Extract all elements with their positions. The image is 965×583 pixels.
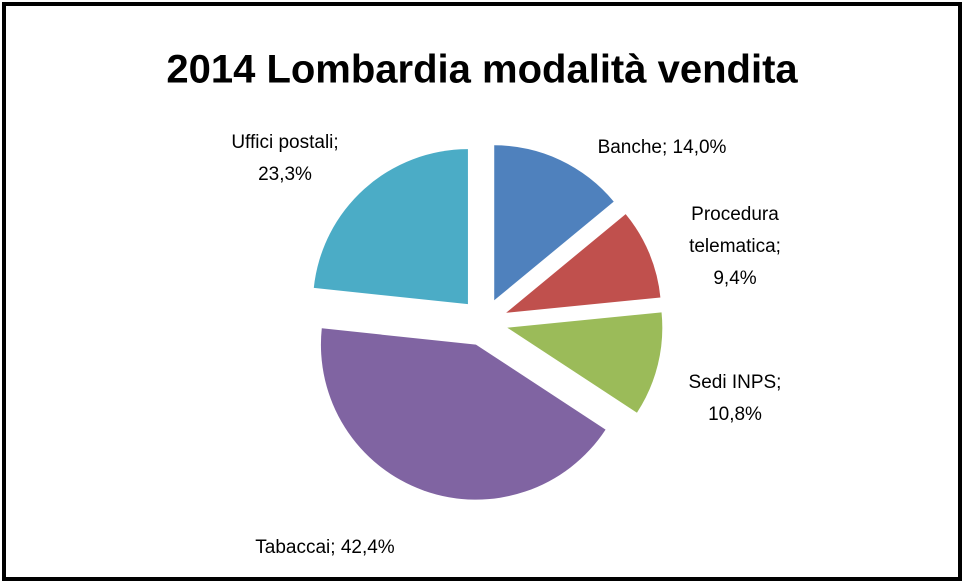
data-label: Uffici postali; 23,3% (231, 132, 338, 185)
data-label: Procedura telematica; 9,4% (689, 204, 781, 289)
pie-slice (507, 312, 663, 413)
pie-slice (313, 149, 468, 305)
data-label-line: 9,4% (713, 268, 756, 289)
data-label: Banche; 14,0% (598, 137, 727, 158)
data-label-line: Banche; 14,0% (598, 137, 727, 158)
chart-title: 2014 Lombardia modalità vendita (166, 48, 798, 92)
data-label: Tabaccai; 42,4% (255, 537, 395, 558)
pie-slice (320, 328, 606, 500)
data-label-line: Uffici postali; (231, 132, 338, 153)
pie-slice (494, 145, 614, 301)
pie-slice (506, 214, 661, 313)
data-label-line: telematica; (689, 236, 781, 257)
data-label-line: Procedura (691, 204, 779, 225)
data-label-line: 23,3% (258, 164, 312, 185)
data-label-line: Sedi INPS; (689, 372, 782, 393)
data-label-line: 10,8% (708, 404, 762, 425)
data-label: Sedi INPS; 10,8% (689, 372, 782, 425)
data-label-line: Tabaccai; 42,4% (255, 537, 395, 558)
